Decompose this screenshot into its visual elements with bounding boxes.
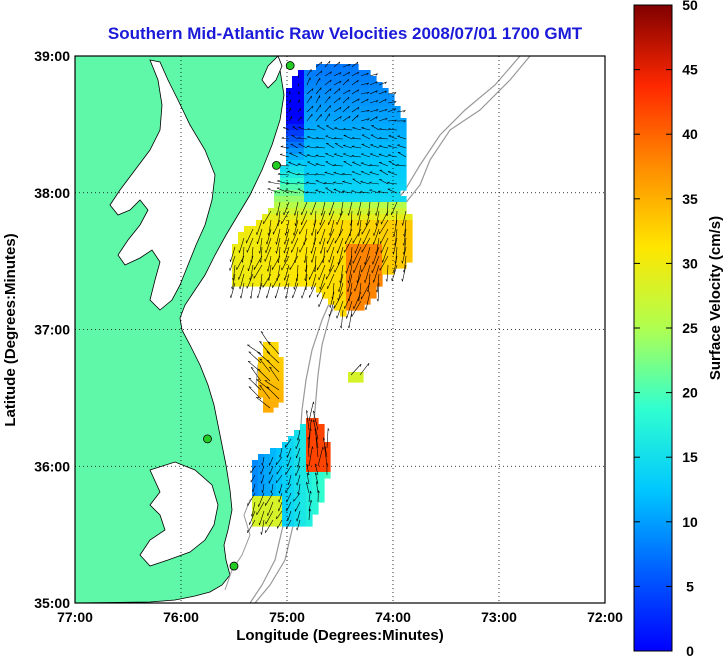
colorbar-tick-label: 30 xyxy=(682,255,698,271)
y-axis-label: Latitude (Degrees:Minutes) xyxy=(2,233,19,426)
colorbar-tick-label: 35 xyxy=(682,191,698,207)
x-tick-label: 73:00 xyxy=(481,609,517,625)
x-tick-label: 76:00 xyxy=(163,609,199,625)
x-tick-label: 75:00 xyxy=(269,609,305,625)
colorbar-tick-label: 25 xyxy=(682,320,698,336)
colorbar-tick-label: 0 xyxy=(686,643,694,659)
colorbar-tick-label: 15 xyxy=(682,449,698,465)
radar-stations xyxy=(203,61,295,571)
colorbar-tick-label: 45 xyxy=(682,62,698,78)
y-tick-label: 35:00 xyxy=(34,595,70,611)
x-tick-label: 72:00 xyxy=(587,609,623,625)
colorbar xyxy=(633,4,673,652)
colorbar-ticks: 0 5 10 15 20 25 30 35 40 45 50 xyxy=(634,0,698,659)
y-tick-label: 38:00 xyxy=(34,185,70,201)
chesapeake-bay xyxy=(109,59,216,311)
radar-station-marker xyxy=(271,160,281,170)
radar-station-marker xyxy=(229,561,239,571)
y-tick-label: 36:00 xyxy=(34,458,70,474)
delaware-bay xyxy=(261,56,283,89)
colorbar-tick-label: 5 xyxy=(686,578,694,594)
grid-lines xyxy=(75,56,605,603)
plot-frame xyxy=(74,55,606,604)
colorbar-tick-label: 10 xyxy=(682,514,698,530)
y-tick-label: 39:00 xyxy=(34,48,70,64)
radar-station-marker xyxy=(285,61,295,70)
colorbar-tick-label: 20 xyxy=(682,385,698,401)
velocity-field xyxy=(232,64,413,527)
map-title: Southern Mid-Atlantic Raw Velocities 200… xyxy=(107,24,583,43)
colorbar-tick-label: 50 xyxy=(682,0,698,13)
pamlico-sound xyxy=(139,461,219,567)
velocity-vectors xyxy=(229,60,407,535)
y-axis: 39:00 38:00 37:00 36:00 35:00 xyxy=(34,48,70,611)
colorbar-label: Surface Velocity (cm/s) xyxy=(707,216,724,380)
x-axis-label: Longitude (Degrees:Minutes) xyxy=(236,627,444,644)
x-tick-label: 77:00 xyxy=(57,609,93,625)
x-tick-label: 74:00 xyxy=(375,609,411,625)
radar-station-marker xyxy=(203,434,212,444)
y-tick-label: 37:00 xyxy=(34,322,70,338)
colorbar-tick-label: 40 xyxy=(682,126,698,142)
x-axis: 77:00 76:00 75:00 74:00 73:00 72:00 xyxy=(57,609,623,625)
